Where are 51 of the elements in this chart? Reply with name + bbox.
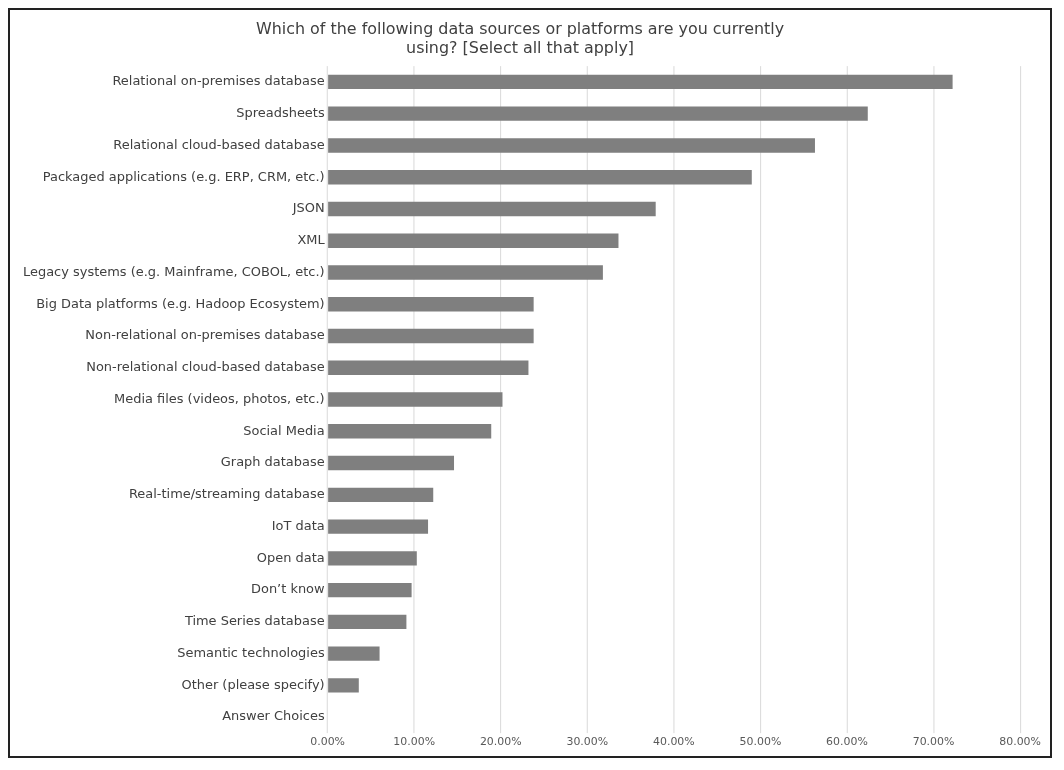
y-tick-label: IoT data [271, 517, 325, 533]
y-tick-label: Other (please specify) [181, 676, 325, 692]
y-tick-label: Relational on-premises database [112, 73, 325, 89]
y-tick-label: Relational cloud-based database [113, 136, 325, 152]
chart-title: Which of the following data sources or platforms are you currently using? [Select all that apply] [255, 18, 785, 57]
x-tick-label: 20.00% [479, 735, 522, 749]
y-tick-label: Time Series database [183, 613, 325, 629]
bar [328, 487, 434, 502]
bar [328, 106, 868, 121]
y-tick-label: JSON [291, 200, 325, 216]
bar [328, 646, 380, 661]
y-tick-label: Open data [256, 549, 325, 565]
bar [328, 233, 619, 248]
bar [328, 265, 603, 280]
x-tick-label: 0.00% [310, 735, 346, 749]
bar [328, 138, 815, 153]
bar [328, 551, 417, 566]
y-tick-label: Non-relational cloud-based database [86, 359, 325, 375]
x-tick-label: 40.00% [653, 735, 695, 749]
y-tick-label: Graph database [220, 454, 325, 470]
y-tick-label: Packaged applications (e.g. ERP, CRM, etc.) [42, 168, 325, 184]
x-tick-label: 60.00% [826, 735, 868, 749]
bar [328, 170, 752, 185]
x-tick-label: 70.00% [912, 735, 955, 749]
bar [328, 582, 412, 598]
bar [328, 678, 359, 693]
y-tick-label: Media files (videos, photos, etc.) [114, 390, 325, 406]
y-tick-label: Answer Choices [222, 708, 325, 724]
y-tick-label: Spreadsheets [236, 105, 325, 121]
y-tick-label: XML [297, 232, 326, 248]
x-tick-label: 80.00% [999, 735, 1041, 749]
bar [328, 201, 656, 217]
bar [328, 328, 534, 344]
y-tick-label: Legacy systems (e.g. Mainframe, COBOL, etc.) [23, 263, 325, 279]
y-tick-label: Don’t know [251, 581, 326, 597]
x-tick-label: 30.00% [566, 735, 609, 749]
bar [328, 392, 503, 407]
y-tick-label: Social Media [243, 422, 325, 438]
x-tick-label: 10.00% [393, 735, 436, 749]
bar [328, 360, 529, 375]
y-tick-label: Semantic technologies [177, 644, 325, 660]
bar [328, 297, 534, 312]
y-tick-label: Non-relational on-premises database [85, 327, 325, 343]
bar [328, 74, 953, 90]
y-tick-label: Real-time/streaming database [128, 486, 325, 502]
x-tick-label: 50.00% [739, 735, 782, 749]
bar [328, 455, 455, 471]
y-tick-label: Big Data platforms (e.g. Hadoop Ecosystem) [36, 295, 325, 311]
bar [328, 519, 429, 534]
bar [328, 424, 492, 439]
bar [328, 614, 407, 629]
